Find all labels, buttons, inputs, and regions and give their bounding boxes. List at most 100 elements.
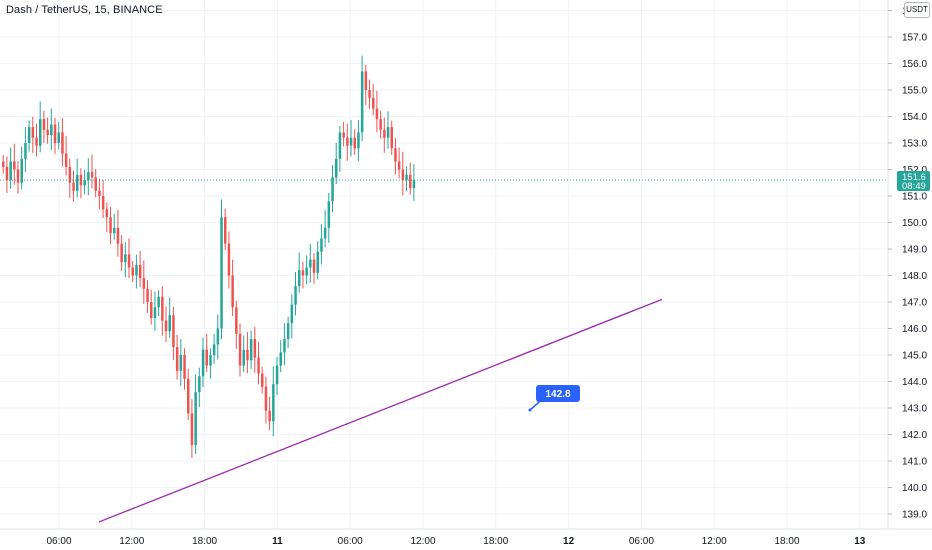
time-tick-label: 11 [272, 536, 283, 547]
candle-body [401, 169, 405, 181]
price-tick-label: 155.0 [902, 86, 927, 97]
price-note-box[interactable] [536, 385, 580, 402]
candle-body [301, 270, 305, 276]
time-tick-label: 12:00 [410, 536, 435, 547]
candle-body [246, 349, 249, 361]
candle-body [261, 373, 264, 387]
price-note-drawing[interactable]: 142.8 [528, 385, 581, 412]
candle-body [409, 174, 412, 189]
candle-body [275, 365, 279, 385]
candle-body [312, 259, 316, 273]
candle-body [231, 275, 234, 308]
candle-body [61, 132, 64, 154]
candle-body [320, 238, 323, 252]
price-tick-label: 153.0 [902, 139, 927, 150]
candle-body [346, 137, 349, 146]
candle-body [349, 137, 353, 146]
candle-body [157, 296, 160, 308]
candle-body [309, 259, 312, 268]
candle-body [331, 177, 334, 202]
price-tick-label: 152.0 [902, 165, 927, 176]
candle-body [64, 153, 68, 167]
candle-body [253, 339, 257, 358]
price-tick-label: 154.0 [902, 112, 927, 123]
candle-body [316, 251, 319, 273]
candle-body [13, 161, 16, 170]
price-tick-label: 145.0 [902, 351, 927, 362]
symbol-title[interactable]: Dash / TetherUS, 15, BINANCE [6, 4, 163, 16]
price-tick-label: 142.0 [902, 430, 927, 441]
last-price-badge-box [897, 171, 930, 191]
candle-body [87, 172, 90, 181]
time-tick-label: 18:00 [774, 536, 799, 547]
candle-body [50, 124, 53, 136]
candle-body [142, 278, 146, 289]
candle-body [31, 127, 35, 138]
candle-body [42, 119, 46, 130]
time-tick-label: 18:00 [192, 536, 217, 547]
candle-body [179, 355, 183, 371]
candle-body [198, 376, 201, 393]
candle-body [76, 174, 79, 191]
candle-body [249, 339, 253, 361]
price-tick-label: 151.0 [902, 192, 927, 203]
price-axis-background [888, 0, 932, 529]
price-tick-label: 149.0 [902, 245, 927, 256]
candle-body [338, 132, 342, 159]
candle-body [412, 180, 416, 189]
candle-body [201, 349, 205, 377]
candle-body [220, 217, 223, 329]
candle-body [83, 180, 86, 186]
time-tick-label: 12:00 [119, 536, 144, 547]
time-axis[interactable]: 06:00 12:00 18:00 11 06:00 12:00 18:00 12 06:00 1… [46, 536, 865, 547]
price-tick-label: 147.0 [902, 298, 927, 309]
time-axis-background [0, 529, 932, 550]
price-note-anchor[interactable] [528, 408, 532, 412]
candle-body [386, 127, 390, 138]
trendline[interactable] [98, 298, 663, 523]
candle-body [46, 129, 49, 136]
candle-body [5, 166, 9, 181]
currency-badge[interactable]: USDT [904, 2, 930, 18]
candle-body [2, 161, 5, 167]
candle-body [305, 267, 308, 276]
candle-body [113, 227, 116, 234]
price-tick-label: 141.0 [902, 457, 927, 468]
time-tick-label: 06:00 [46, 536, 71, 547]
candle-body [353, 137, 356, 149]
last-price-badge: 151.6 08:49 [897, 171, 930, 192]
trendline-drawing[interactable] [98, 298, 663, 523]
last-price-value: 151.6 [902, 172, 926, 183]
candle-body [68, 166, 72, 183]
time-tick-label: 13 [854, 536, 866, 547]
candle-body [294, 286, 297, 305]
candle-body [187, 378, 190, 414]
price-axis[interactable]: 139.0 140.0 141.0 142.0 143.0 144.0 145.0 146.0… [888, 6, 927, 521]
price-tick-label: 150.0 [902, 218, 927, 229]
candle-body [57, 132, 60, 143]
candle-body [394, 148, 397, 162]
candle-body [368, 90, 371, 98]
candle-body [116, 227, 120, 244]
candle-body [286, 323, 290, 340]
candle-body [105, 209, 109, 218]
candle-body [146, 288, 149, 302]
price-tick-label: 157.0 [902, 33, 927, 44]
candle-body [335, 158, 338, 178]
candle-body [268, 410, 271, 422]
time-tick-label: 12:00 [702, 536, 727, 547]
price-tick-label: 139.0 [902, 510, 927, 521]
candle-body [168, 315, 171, 332]
candle-body [72, 182, 75, 191]
candle-body [183, 355, 186, 379]
candle-body [153, 307, 157, 318]
candle-body [257, 357, 260, 374]
candle-body [164, 320, 168, 332]
price-tick-label: 148.0 [902, 271, 927, 282]
chart-grid [0, 0, 888, 529]
candle-body [53, 124, 57, 143]
candle-body [383, 129, 386, 138]
